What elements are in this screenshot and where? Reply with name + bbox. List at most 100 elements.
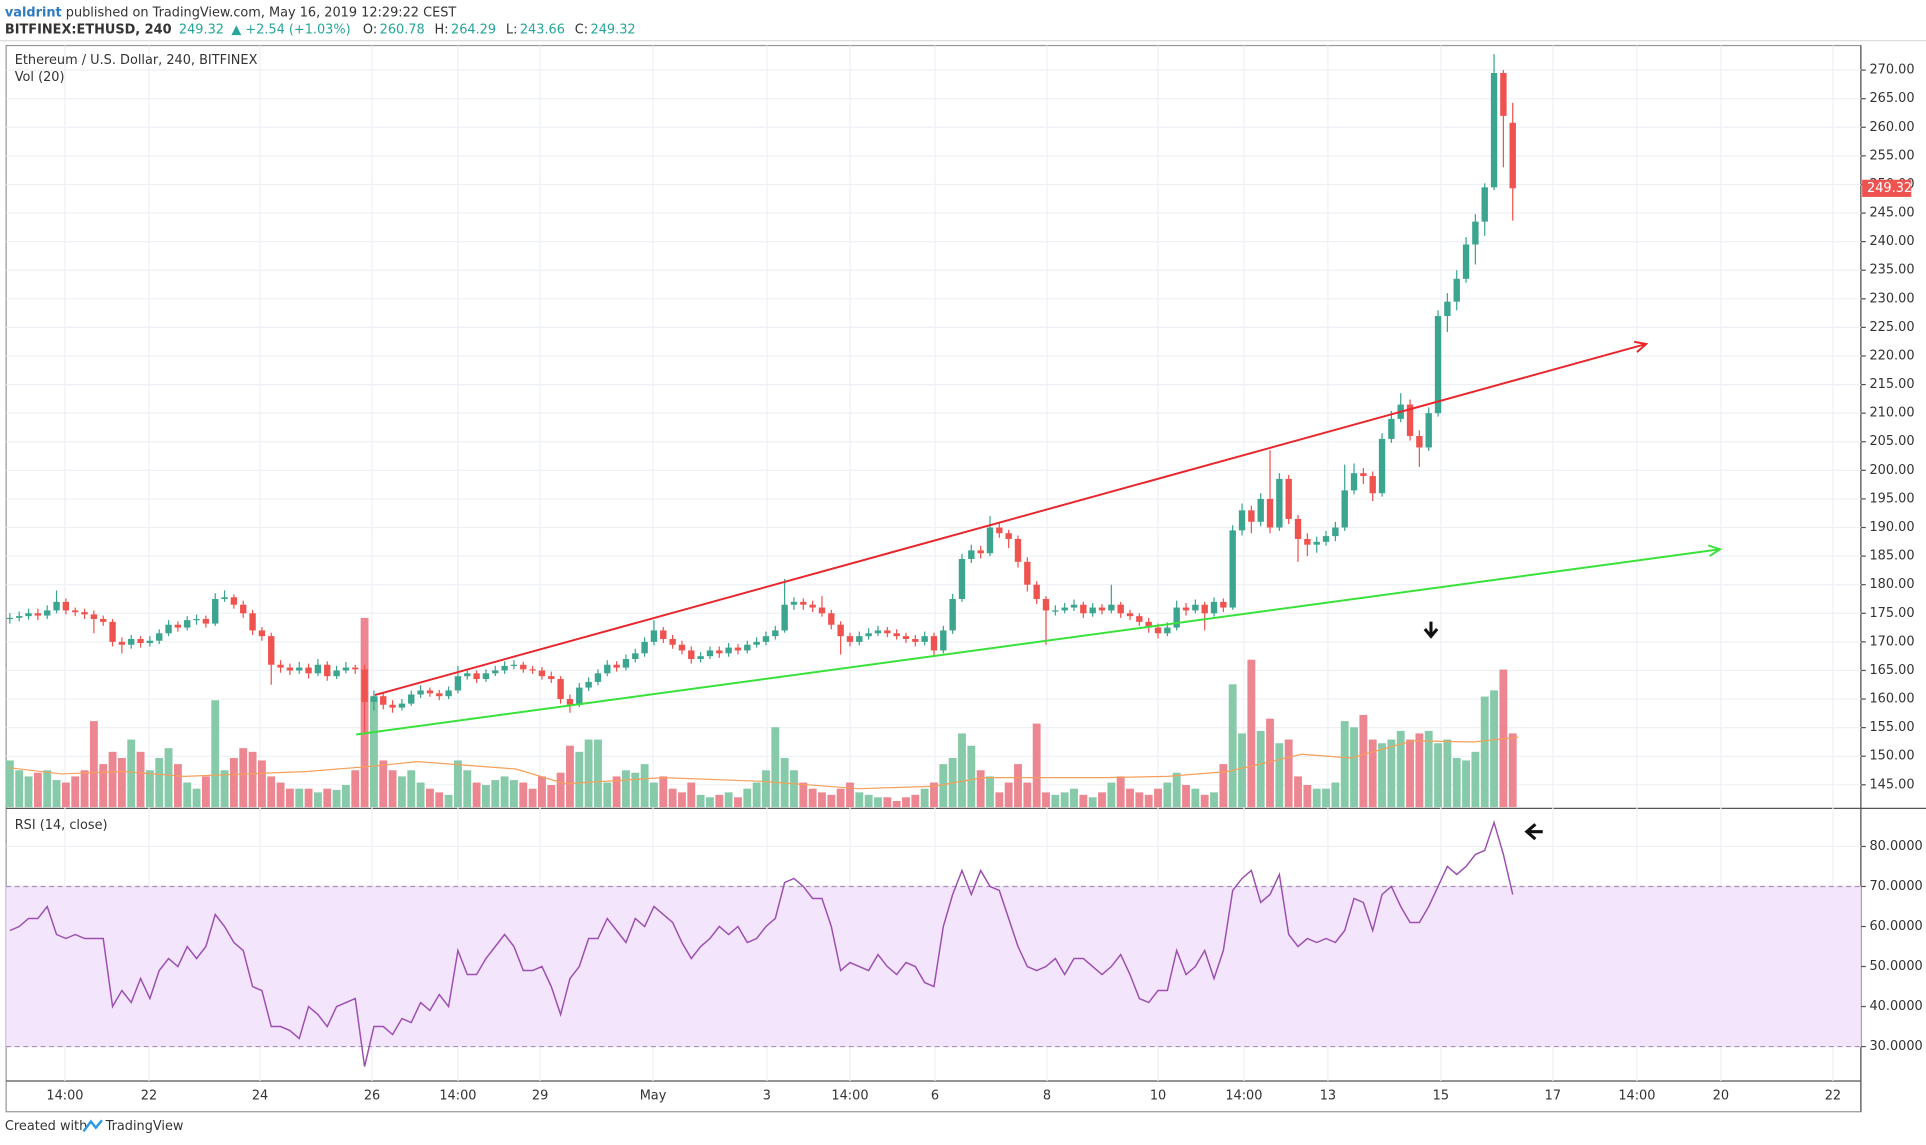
x-tick-label: May — [640, 1088, 667, 1103]
candle-body — [790, 601, 798, 605]
volume-bar — [24, 776, 33, 808]
candle-body — [856, 636, 863, 642]
volume-bar — [192, 788, 201, 808]
candle-body — [613, 664, 620, 668]
volume-bar — [1284, 739, 1293, 808]
volume-bar — [1238, 733, 1246, 808]
volume-bar — [61, 782, 70, 808]
footer: Created with TradingView — [5, 1119, 184, 1134]
volume-bar — [752, 782, 761, 808]
volume-bar — [892, 800, 901, 808]
candle-body — [688, 650, 695, 660]
x-tick-label: 8 — [1043, 1088, 1051, 1103]
candle-body — [1024, 561, 1031, 585]
candle-body — [846, 636, 854, 642]
x-tick-label: 14:00 — [831, 1088, 868, 1103]
volume-bar — [1303, 784, 1312, 808]
y-tick-label: 220.00 — [1869, 348, 1914, 363]
volume-bar — [1415, 733, 1424, 808]
candle-body — [977, 550, 984, 554]
candle-body — [1014, 538, 1022, 562]
volume-ma-line — [9, 736, 1519, 790]
volume-bar — [920, 788, 929, 808]
x-tick-label: 14:00 — [46, 1088, 83, 1103]
change: ▲ +2.54 (+1.03%) — [231, 22, 350, 37]
candle-body — [1210, 601, 1218, 614]
arrow-left-annotation — [1524, 823, 1543, 841]
volume-bar — [472, 782, 481, 808]
volume-bar — [89, 721, 98, 808]
candle-body — [445, 690, 452, 697]
volume-bar — [594, 739, 602, 808]
volume-bar — [351, 770, 360, 808]
volume-bar — [463, 770, 472, 808]
volume-bar — [1210, 792, 1218, 808]
volume-bar — [1350, 727, 1358, 808]
candle-body — [1201, 604, 1208, 614]
volume-bar — [743, 788, 752, 808]
rsi-tick-label: 70.0000 — [1869, 879, 1922, 894]
volume-bar — [930, 782, 938, 808]
candle-body — [930, 636, 938, 651]
y-tick-label: 155.00 — [1869, 720, 1914, 735]
volume-bar — [818, 792, 826, 808]
candle-body — [697, 656, 704, 660]
y-tick-label: 245.00 — [1869, 206, 1914, 221]
volume-bar — [5, 760, 14, 808]
x-tick-label: 3 — [763, 1088, 771, 1103]
volume-bar — [855, 792, 864, 808]
volume-bar — [986, 776, 994, 808]
candle-body — [753, 641, 760, 645]
candle-body — [1500, 72, 1507, 116]
volume-bar — [183, 782, 192, 808]
candle-body — [604, 664, 611, 674]
footer-brand[interactable]: TradingView — [105, 1119, 184, 1134]
candle-body — [1406, 404, 1414, 437]
candle-body — [193, 618, 200, 621]
user[interactable]: valdrint — [5, 5, 62, 20]
candle-body — [44, 610, 51, 616]
volume-bar — [229, 757, 238, 808]
volume-bar — [248, 751, 257, 808]
volume-bar — [267, 776, 276, 808]
volume-bar — [836, 788, 845, 808]
x-tick-label: 14:00 — [1225, 1088, 1262, 1103]
volume-bar — [1191, 788, 1200, 808]
candle-body — [893, 633, 900, 637]
candle-body — [1182, 607, 1190, 611]
volume-bar — [15, 770, 24, 808]
volume-bar — [1256, 730, 1265, 808]
trendline — [374, 343, 1647, 696]
volume-bar — [1294, 776, 1302, 808]
volume-bar — [127, 739, 136, 808]
candle-body — [389, 704, 396, 708]
volume-bar — [1098, 792, 1106, 808]
volume-bar — [1424, 730, 1433, 808]
candle-body — [109, 621, 116, 642]
candle-body — [258, 630, 266, 637]
volume-bar — [678, 792, 686, 808]
y-tick-label: 175.00 — [1869, 606, 1914, 621]
candle-body — [361, 669, 368, 702]
candle-body — [744, 644, 751, 651]
volume-bar — [332, 789, 341, 808]
volume-bar — [285, 788, 294, 808]
volume-bar — [43, 770, 52, 808]
volume-bar — [1340, 721, 1349, 808]
volume-bar — [33, 772, 42, 808]
volume-bar — [715, 794, 724, 808]
volume-bar — [939, 764, 948, 808]
candle-body — [1136, 616, 1143, 622]
candle-body — [398, 703, 406, 708]
volume-bar — [379, 760, 388, 808]
volume-bar — [313, 792, 322, 808]
volume-bar — [519, 782, 528, 808]
volume-bar — [1322, 788, 1330, 808]
volume-bar — [687, 782, 696, 808]
rsi-line — [9, 819, 1514, 1067]
rsi-tick-label: 30.0000 — [1869, 1039, 1922, 1054]
published: published on TradingView.com, May 16, 20… — [62, 5, 457, 20]
candle-body — [884, 630, 891, 634]
candle-body — [53, 601, 60, 611]
volume-bar — [1014, 764, 1022, 808]
